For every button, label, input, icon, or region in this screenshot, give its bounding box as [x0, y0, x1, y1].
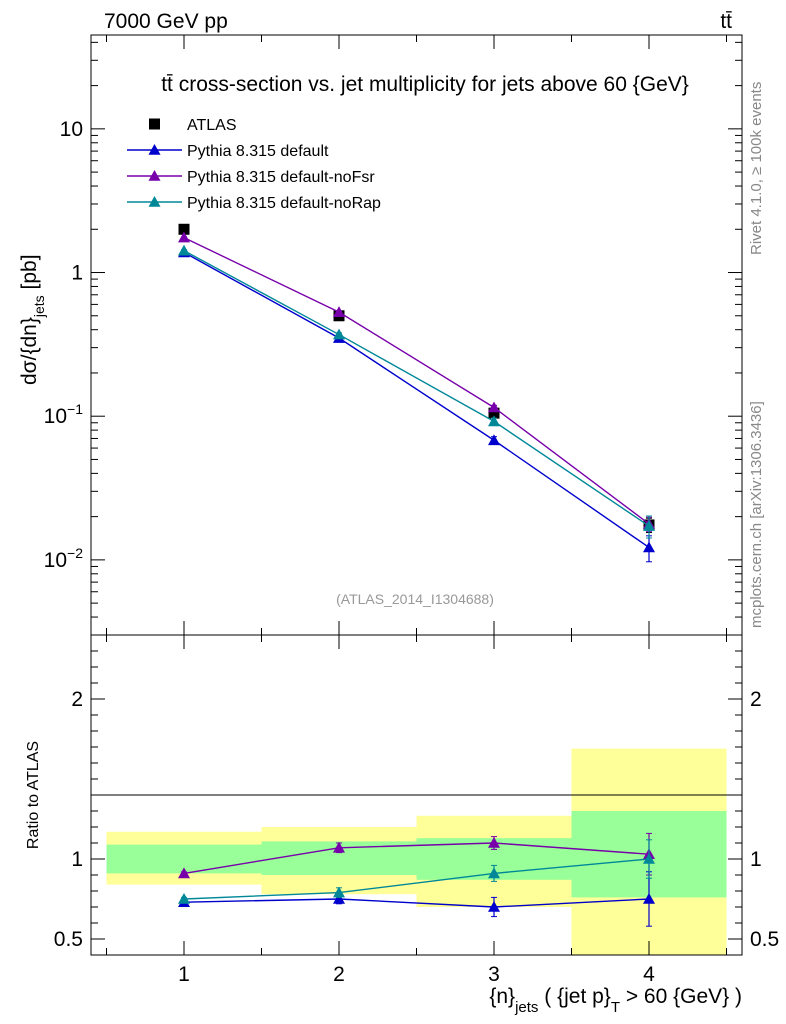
data-point-pythia-8-315-default-nofsr	[333, 306, 345, 317]
ratio-y-tick-label-right: 2	[750, 688, 762, 711]
series-line-pythia-8-315-default	[183, 251, 650, 549]
ratio-y-tick-label: 1	[71, 848, 83, 871]
ratio-point-pythia-8-315-default-nofsr	[488, 837, 500, 848]
ratio-y-tick-label: 2	[71, 688, 83, 711]
tick-exponent: −2	[67, 545, 83, 561]
legend-marker-pythia-8-315-default-norap	[148, 196, 161, 207]
tick-base: 10	[44, 549, 67, 572]
series-line-pythia-8-315-default-nofsr	[183, 236, 650, 525]
data-point-pythia-8-315-default-norap	[488, 415, 500, 427]
data-point-pythia-8-315-default	[488, 434, 500, 446]
xlabel-part: {n}	[489, 985, 515, 1008]
data-point-pythia-8-315-default-nofsr	[488, 401, 500, 413]
xlabel-part: > 60 {GeV} )	[620, 985, 742, 1008]
data-point-atlas	[488, 407, 500, 419]
main-y-tick-label: 10−2	[44, 545, 84, 572]
legend-label-pythia-8-315-default: Pythia 8.315 default	[187, 143, 329, 160]
legend-label-pythia-8-315-default-nofsr: Pythia 8.315 default-noFsr	[187, 169, 375, 186]
ratio-uncertainty-bands	[106, 748, 727, 955]
ratio-point-pythia-8-315-default-norap	[643, 853, 655, 864]
process-label: tt̄	[720, 10, 732, 33]
legend-label-atlas: ATLAS	[187, 117, 237, 134]
main-y-axis-label: dσ/{dn}jets [pb]	[18, 254, 47, 385]
ratio-point-pythia-8-315-default	[333, 893, 345, 904]
analysis-watermark: (ATLAS_2014_I1304688)	[336, 591, 494, 607]
rivet-version-label: Rivet 4.1.0, ≥ 100k events	[748, 82, 765, 255]
xlabel-subscript: jets	[514, 999, 538, 1016]
legend: ATLAS Pythia 8.315 default Pythia 8.315 de…	[127, 117, 381, 212]
series-line-pythia-8-315-default-norap	[183, 250, 650, 527]
ratio-x-ticks: 1 2 3 4	[106, 635, 727, 986]
main-x-ticks	[106, 35, 727, 635]
data-point-pythia-8-315-default-nofsr	[178, 231, 190, 243]
main-series	[178, 223, 655, 563]
data-point-pythia-8-315-default	[643, 541, 655, 553]
main-plot-title: tt̄ cross-section vs. jet multiplicity f…	[161, 73, 689, 96]
energy-label: 7000 GeV pp	[104, 10, 228, 33]
main-y-tick-label: 1	[71, 262, 83, 285]
ratio-line-pythia-8-315-default-nofsr	[183, 842, 650, 875]
ratio-y-tick-label-right: 0.5	[750, 928, 779, 951]
ratio-y-axis-label: Ratio to ATLAS	[25, 741, 42, 849]
data-point-pythia-8-315-default-norap	[643, 520, 655, 531]
ratio-point-pythia-8-315-default-nofsr	[333, 841, 345, 853]
xlabel-part: ( {jet p}	[538, 985, 610, 1008]
ratio-series	[178, 832, 655, 927]
ratio-panel: 0.5 0.5 1 1 2 2 1 2 3 4 Ratio to ATLAS {n}jets (…	[25, 634, 779, 1016]
x-tick-label: 1	[178, 963, 190, 986]
legend-label-pythia-8-315-default-norap: Pythia 8.315 default-noRap	[187, 195, 381, 212]
ratio-y-tick-label-right: 1	[750, 848, 762, 871]
tick-exponent: −1	[67, 401, 83, 417]
ylabel-subscript: jets	[31, 295, 47, 318]
data-point-atlas	[178, 223, 190, 235]
legend-marker-pythia-8-315-default-nofsr	[148, 170, 161, 181]
main-y-tick-label: 10	[60, 118, 83, 141]
ratio-line-pythia-8-315-default-norap	[183, 858, 650, 900]
ratio-point-pythia-8-315-default-norap	[178, 893, 190, 904]
ratio-y-ticks: 0.5 0.5 1 1 2 2	[54, 650, 779, 951]
x-tick-label: 3	[488, 963, 500, 986]
ratio-point-pythia-8-315-default	[643, 893, 655, 904]
x-axis-label: {n}jets ( {jet p}T > 60 {GeV} )	[489, 985, 742, 1016]
x-tick-label: 2	[333, 963, 345, 986]
ratio-line-pythia-8-315-default	[183, 898, 650, 908]
ylabel-main: dσ/{dn}	[18, 317, 41, 385]
main-y-tick-label: 10−1	[44, 401, 84, 428]
ratio-y-tick-label: 0.5	[54, 928, 83, 951]
ratio-point-pythia-8-315-default-norap	[333, 886, 345, 898]
x-tick-label: 4	[643, 963, 655, 986]
mcplots-label: mcplots.cern.ch [arXiv:1306.3436]	[748, 401, 765, 628]
data-point-pythia-8-315-default-norap	[178, 244, 190, 256]
ratio-point-pythia-8-315-default	[488, 901, 500, 912]
ylabel-unit: [pb]	[18, 254, 41, 295]
legend-marker-pythia-8-315-default	[148, 144, 161, 155]
ratio-point-pythia-8-315-default-norap	[488, 867, 500, 879]
xlabel-subscript: T	[611, 999, 620, 1016]
data-point-pythia-8-315-default-norap	[333, 328, 345, 340]
legend-marker-atlas	[149, 118, 160, 130]
ratio-point-pythia-8-315-default-nofsr	[178, 867, 190, 879]
tick-base: 10	[44, 405, 67, 428]
